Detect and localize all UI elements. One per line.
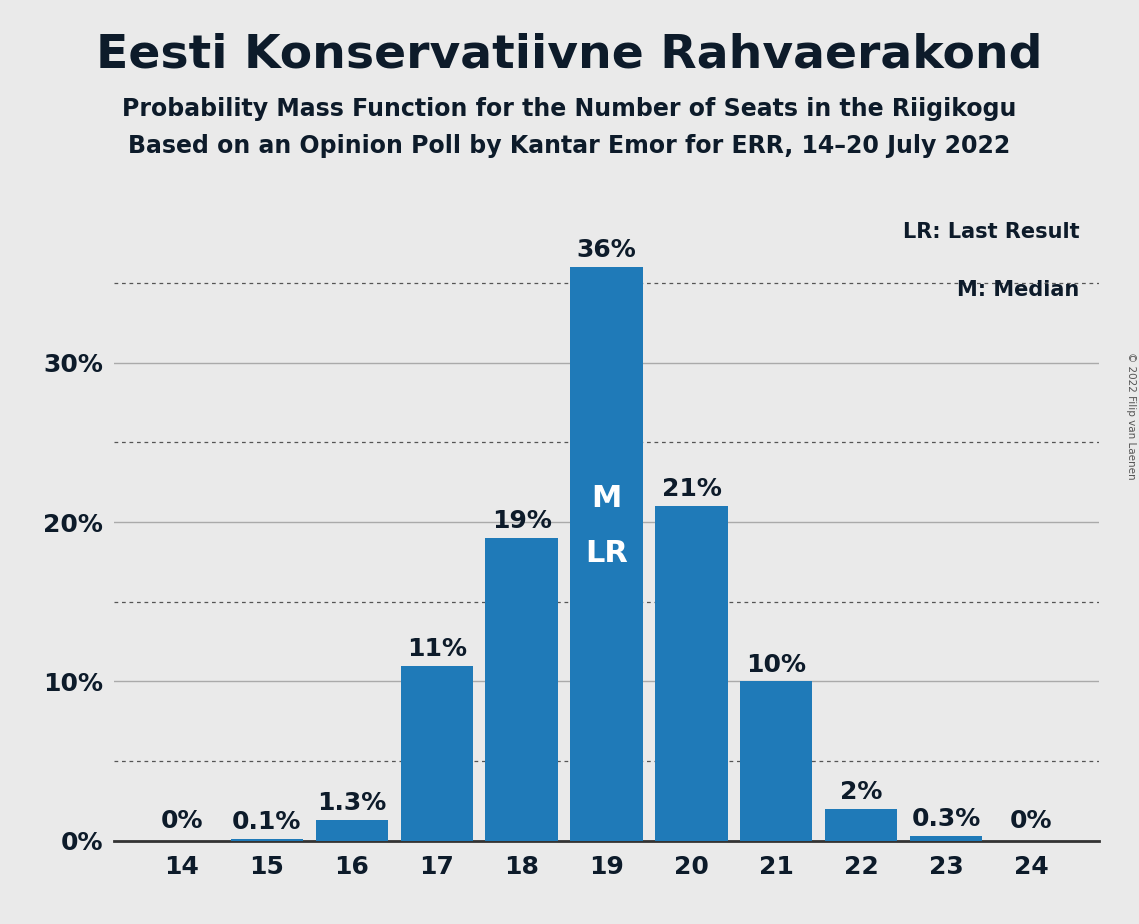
Text: Probability Mass Function for the Number of Seats in the Riigikogu: Probability Mass Function for the Number… [122,97,1017,121]
Text: 19%: 19% [492,509,551,533]
Text: 36%: 36% [576,238,637,262]
Text: M: M [591,483,622,513]
Bar [231,839,303,841]
Text: © 2022 Filip van Laenen: © 2022 Filip van Laenen [1126,352,1136,480]
Bar [485,538,558,841]
Bar [571,267,642,841]
Text: LR: Last Result: LR: Last Result [903,223,1080,242]
Bar [910,836,982,841]
Text: 0.1%: 0.1% [232,810,302,834]
Bar [655,506,728,841]
Text: Eesti Konservatiivne Rahvaerakond: Eesti Konservatiivne Rahvaerakond [97,32,1042,78]
Text: 0%: 0% [1010,808,1052,833]
Bar [316,821,387,841]
Text: 10%: 10% [746,652,806,676]
Text: 21%: 21% [662,478,721,502]
Bar [401,665,473,841]
Text: 2%: 2% [841,780,883,804]
Text: LR: LR [585,540,628,568]
Text: 0.3%: 0.3% [911,808,981,832]
Text: 0%: 0% [161,808,203,833]
Text: Based on an Opinion Poll by Kantar Emor for ERR, 14–20 July 2022: Based on an Opinion Poll by Kantar Emor … [129,134,1010,158]
Bar [740,682,812,841]
Text: M: Median: M: Median [957,280,1080,299]
Text: 1.3%: 1.3% [317,791,386,815]
Bar [826,809,898,841]
Text: 11%: 11% [407,637,467,661]
